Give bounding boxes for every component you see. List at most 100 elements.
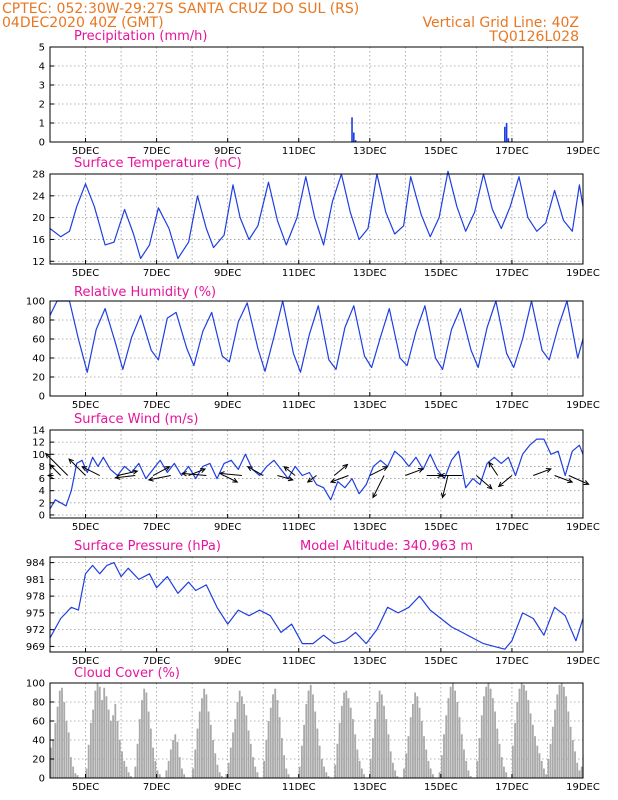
x-tick-label: 15DEC [424,656,458,667]
cloud-bar [571,740,574,778]
panel-title: Cloud Cover (%) [74,666,180,681]
x-tick-label: 19DEC [566,782,600,793]
wind-arrow [554,475,573,483]
wind-arrow [307,475,317,483]
cloud-bar [205,694,208,778]
cloud-bar [540,760,543,778]
cloud-bar [209,724,212,778]
cloud-bar [72,766,75,778]
y-tick-label: 20 [32,213,45,224]
wind-arrow [117,470,138,477]
cloud-bar [107,709,110,778]
cloud-bar [456,702,459,778]
cloud-bar [352,719,354,778]
cloud-bar [272,694,274,778]
x-tick-label: 9DEC [214,268,241,279]
cloud-bar [309,684,312,778]
cloud-bar [238,690,241,778]
panel-temperature: 12 16 20 24 28 5DEC 7DEC 9DEC 11DEC 13DEC 15DEC 17D… [32,156,600,279]
x-tick-label: 13DEC [353,782,387,793]
x-tick-label: 17DEC [495,782,529,793]
cloud-bar [252,757,254,778]
y-tick-label: 2 [39,100,45,111]
cloud-bar [500,757,503,778]
cloud-bar [463,749,465,778]
cloud-bar [563,686,565,778]
header-run-date: 04DEC2020 40Z (GMT) [2,15,164,31]
cloud-bar [156,770,159,778]
cloud-bar [403,768,405,778]
cloud-bar [565,696,568,778]
cloud-bar [269,707,272,778]
cloud-bar [229,747,232,778]
wind-arrow-head [181,471,188,477]
cloud-bar [136,743,139,778]
wind-arrow [405,468,424,476]
y-tick-label: 4 [39,486,45,497]
cloud-bar [196,728,199,778]
x-tick-label: 15DEC [424,146,458,157]
wind-arrow [330,475,349,483]
cloud-bar [207,711,210,778]
y-tick-label: 20 [32,755,45,766]
x-tick-label: 9DEC [214,146,241,157]
cloud-bar [374,719,377,778]
cloud-bar [527,700,530,778]
y-tick-label: 60 [32,717,45,728]
cloud-bar [176,741,179,778]
cloud-bar [54,722,57,778]
panel-frame [49,556,584,653]
x-tick-label: 5DEC [72,400,99,411]
cloud-bar [254,766,257,778]
cloud-bar [154,760,157,778]
x-tick-label: 11DEC [282,656,316,667]
cloud-bar [327,776,330,778]
cloud-bar [287,774,290,778]
cloud-bar [405,753,408,778]
cloud-bar [256,772,259,778]
x-tick-label: 9DEC [214,522,241,533]
wind-arrow-head [218,471,225,477]
cloud-bar [325,772,328,778]
cloud-bar [67,732,70,778]
wind-arrow [223,475,238,483]
y-tick-label: 24 [32,191,45,202]
y-tick-label: 16 [32,235,45,246]
cloud-bar [149,728,152,778]
cloud-bar [580,766,583,778]
cloud-bar [545,774,548,778]
x-tick-label: 19DEC [566,146,600,157]
header-location: CPTEC: 052:30W-29:27S SANTA CRUZ DO SUL … [2,1,359,17]
cloud-bar [74,773,77,778]
cloud-bar [63,702,66,778]
cloud-bar [380,694,383,778]
cloud-bar [92,709,95,778]
y-tick-label: 80 [32,698,45,709]
cloud-bar [334,764,337,778]
x-tick-label: 7DEC [143,522,170,533]
cloud-bar [443,734,445,778]
cloud-bar [385,719,388,778]
wind-arrow [45,453,69,476]
panel-title: Relative Humidity (%) [74,285,216,300]
cloud-bar [476,760,479,778]
cloud-bar [418,707,421,778]
panel-precipitation: 0 1 2 3 4 5 5DEC 7DEC 9DEC 11DEC 13DEC 15DEC 17DEC 19… [39,29,600,157]
cloud-bar [274,688,277,778]
cloud-bar [263,760,266,778]
panel-cloud-cover: 0 20 40 60 80 100 5DEC 7DEC 9DEC 11DEC 13DEC 15DEC 1… [26,666,600,793]
panel-frame [49,300,584,397]
cloud-bar [498,743,501,778]
x-tick-label: 9DEC [214,656,241,667]
wind-arrow-head [232,477,239,483]
x-tick-label: 17DEC [495,656,529,667]
x-tick-label: 19DEC [566,268,600,279]
cloud-bar [198,711,201,778]
cloud-bar [267,721,270,778]
y-tick-label: 100 [26,297,45,308]
cloud-bar [536,745,539,778]
x-tick-label: 13DEC [353,400,387,411]
header-vertical-grid-note: Vertical Grid Line: 40Z [423,15,579,31]
x-tick-label: 11DEC [282,268,316,279]
